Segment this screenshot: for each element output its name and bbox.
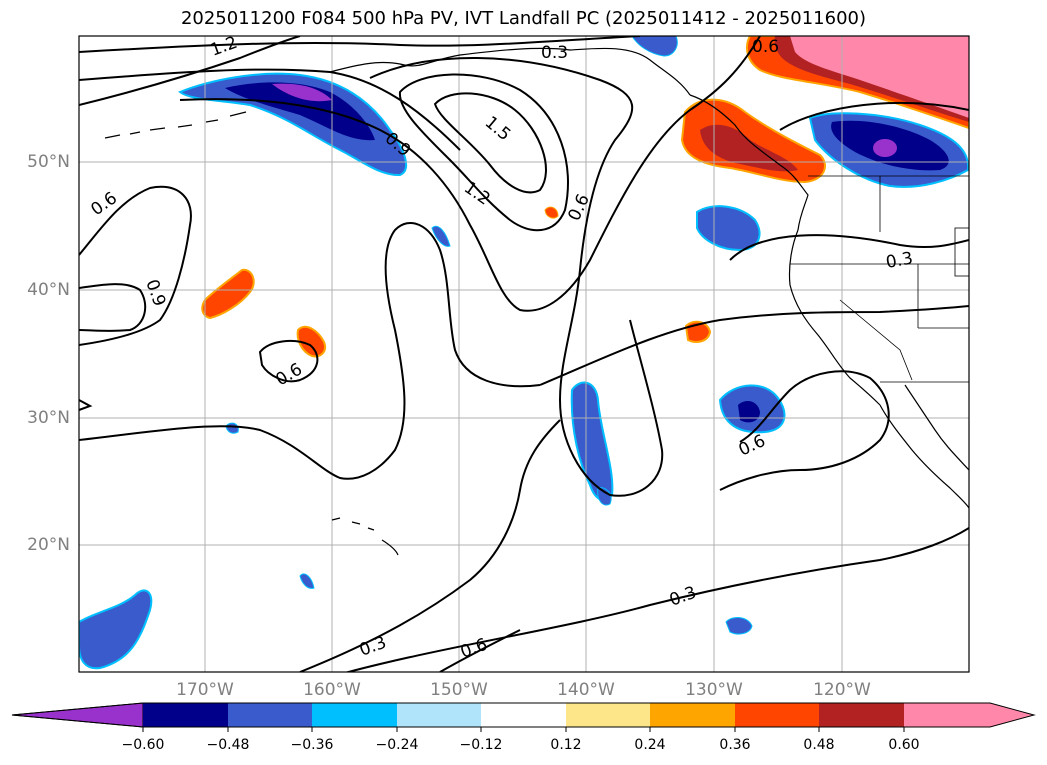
neg-anomaly-southwest — [79, 589, 153, 670]
neg-anomaly-small-4 — [225, 422, 239, 434]
colorbar-tick-label: 0.24 — [634, 737, 666, 753]
contour-label: 0.3 — [667, 583, 699, 611]
colorbar-bin — [566, 703, 650, 727]
contour-label: 0.6 — [752, 37, 779, 57]
contour-label: 0.3 — [884, 249, 914, 273]
neg-anomaly-central-tail — [597, 487, 612, 506]
colorbar-tick-label: −0.48 — [206, 737, 250, 753]
lon-label: 140°W — [557, 680, 615, 700]
colorbar-bin — [650, 703, 735, 727]
borders — [790, 175, 969, 383]
contour-0.6-center — [369, 57, 664, 497]
lon-label: 160°W — [303, 680, 361, 700]
contour-0.3-top — [79, 36, 641, 53]
neg-anomaly-subtropical-east-core — [738, 400, 760, 423]
pv-contours — [79, 36, 969, 672]
colorbar-tick-label: −0.12 — [459, 737, 503, 753]
lat-label: 20°N — [27, 535, 70, 555]
baja-coast — [879, 404, 969, 509]
contour-0.6-east-lower — [719, 370, 890, 491]
colorbar-tick-label: −0.60 — [121, 737, 165, 753]
contour-labels: 1.2 0.3 0.6 1.5 0.9 1.2 0.6 0.3 0.6 0.9 … — [87, 33, 914, 663]
contour-label: 0.6 — [87, 188, 121, 220]
contour-1.2-ring — [398, 73, 569, 232]
contour-label: 0.6 — [273, 359, 306, 390]
neg-anomaly-small-1 — [431, 225, 451, 247]
colorbar-bin — [312, 703, 397, 727]
coastlines — [104, 47, 969, 556]
colorbar-bin — [735, 703, 819, 727]
contour-label: 0.6 — [564, 191, 594, 224]
contour-label: 0.3 — [541, 43, 568, 63]
neg-anomaly-gulf-max — [272, 83, 332, 102]
aleutian-chain — [104, 111, 247, 139]
contour-0.9-west — [79, 283, 147, 332]
colorbar-tick-label: −0.36 — [290, 737, 334, 753]
lon-label: 170°W — [176, 680, 234, 700]
colorbar-bin — [228, 703, 312, 727]
neg-anomaly-gulf-core — [225, 82, 375, 141]
neg-anomaly-small-2 — [725, 617, 753, 635]
hawaii-islands — [331, 517, 399, 556]
colorbar-bin — [819, 703, 904, 727]
contour-label: 1.2 — [208, 33, 240, 61]
graticule — [79, 36, 969, 672]
lat-label: 30°N — [27, 408, 70, 428]
pv-shading — [79, 36, 969, 670]
contour-0.6-small — [258, 339, 319, 383]
contour-label: 1.5 — [481, 113, 515, 146]
contour-1.5 — [433, 92, 547, 194]
colorbar-bin — [397, 703, 481, 727]
neg-anomaly-small-3 — [299, 573, 315, 589]
colorbar-extend-high — [904, 703, 1034, 727]
contour-left-tick — [79, 399, 93, 411]
lon-label: 120°W — [813, 680, 871, 700]
colorbar-tick-label: −0.24 — [375, 737, 419, 753]
contour-0.3-west-lower — [79, 221, 541, 480]
lon-label: 130°W — [685, 680, 743, 700]
pos-anomaly-west — [201, 268, 255, 320]
map-title: 2025011200 F084 500 hPa PV, IVT Landfall… — [180, 8, 867, 29]
colorbar-tick-label: 0.12 — [550, 737, 582, 753]
pos-anomaly-bc-coast — [680, 98, 826, 184]
contour-0.6-west — [79, 185, 192, 346]
colorbar-tick-label: 0.60 — [888, 737, 920, 753]
contour-1.2-top — [79, 36, 301, 106]
contour-0.6-top — [79, 68, 461, 151]
neg-anomaly-northeast-max — [873, 139, 897, 157]
contour-0.3-south — [299, 419, 561, 672]
colorbar-tick-label: 0.36 — [719, 737, 751, 753]
colorbar-extend-low — [11, 702, 144, 728]
colorbar-bin — [481, 703, 566, 727]
lat-label: 50°N — [27, 152, 70, 172]
colorbar-bin — [143, 703, 228, 727]
pos-anomaly-west-2 — [296, 325, 326, 358]
neg-anomaly-small-5 — [631, 36, 678, 57]
contour-0.3-se — [344, 527, 969, 672]
contour-label: 0.6 — [458, 635, 490, 663]
baja-inner — [904, 384, 969, 471]
contour-0.3-east-mid — [539, 305, 969, 386]
pos-anomaly-northeast-band-max — [790, 36, 969, 118]
contour-0.3-east — [779, 101, 969, 131]
contour-label: 0.6 — [736, 431, 769, 461]
contour-label: 0.3 — [357, 633, 389, 661]
lon-label: 150°W — [430, 680, 488, 700]
lat-label: 40°N — [27, 280, 70, 300]
contour-0.9 — [179, 36, 761, 312]
contour-0.3-sw — [729, 234, 969, 261]
contour-0.6-bottom — [439, 629, 521, 672]
pos-anomaly-center-small — [544, 206, 559, 219]
us-west-coast — [788, 229, 881, 406]
map-frame — [78, 35, 970, 673]
colorbar — [11, 702, 1036, 732]
colorbar-tick-label: 0.48 — [803, 737, 835, 753]
contour-label: 1.2 — [460, 178, 494, 210]
alaska-coast — [329, 47, 691, 96]
neg-anomaly-oregon-offshore — [696, 205, 761, 252]
bc-coast — [689, 94, 809, 231]
